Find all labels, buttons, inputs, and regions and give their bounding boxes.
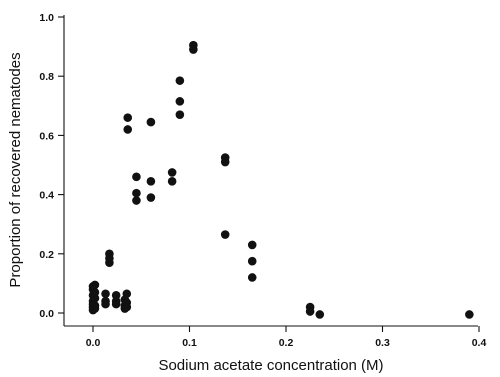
data-point — [123, 125, 133, 134]
data-point — [167, 168, 177, 177]
data-point — [123, 113, 133, 122]
data-point — [146, 193, 156, 202]
y-tick-label: 0.8 — [39, 71, 54, 83]
y-tick-label: 0.4 — [39, 190, 54, 202]
data-points — [88, 40, 474, 319]
data-point — [167, 176, 177, 186]
data-point — [247, 273, 257, 282]
data-point — [111, 290, 121, 300]
data-point — [189, 45, 198, 54]
data-point — [122, 289, 132, 299]
x-ticks: 0.0 0.1 0.2 0.3 0.4 — [86, 326, 487, 349]
data-point — [315, 310, 325, 319]
y-axis-title: Proportion of recovered nematodes — [7, 52, 24, 287]
x-tick-label: 0.0 — [86, 337, 101, 349]
data-point — [132, 172, 141, 182]
y-tick-label: 0.0 — [39, 308, 54, 320]
y-tick-label: 0.2 — [39, 249, 54, 261]
data-point — [175, 110, 185, 119]
data-point — [101, 299, 110, 309]
x-tick-label: 0.3 — [375, 337, 390, 349]
data-point — [90, 287, 100, 297]
data-point — [90, 280, 100, 290]
data-point — [90, 293, 100, 303]
x-tick-label: 0.2 — [279, 337, 294, 349]
data-point — [101, 289, 110, 299]
data-point — [220, 230, 230, 239]
data-point — [175, 97, 185, 106]
data-point — [132, 196, 141, 205]
data-point — [175, 76, 185, 85]
data-point — [122, 302, 132, 312]
y-axis-group: 0.0 0.2 0.4 0.6 0.8 1.0 — [39, 12, 65, 326]
data-point — [247, 240, 257, 250]
x-tick-label: 0.4 — [472, 337, 487, 349]
data-point — [90, 304, 100, 313]
x-axis-title: Sodium acetate concentration (M) — [158, 357, 383, 374]
data-point — [305, 307, 315, 316]
data-point — [105, 258, 114, 267]
x-tick-label: 0.1 — [182, 337, 197, 349]
y-tick-label: 1.0 — [39, 12, 54, 24]
data-point — [220, 157, 230, 167]
data-point — [247, 256, 257, 266]
y-tick-label: 0.6 — [39, 130, 54, 142]
x-axis-group: 0.0 0.1 0.2 0.3 0.4 — [64, 325, 487, 349]
data-point — [146, 117, 156, 127]
data-point — [146, 176, 156, 186]
data-point — [465, 310, 474, 319]
data-point — [132, 188, 141, 198]
data-point — [111, 299, 121, 309]
y-ticks: 0.0 0.2 0.4 0.6 0.8 1.0 — [39, 12, 64, 320]
